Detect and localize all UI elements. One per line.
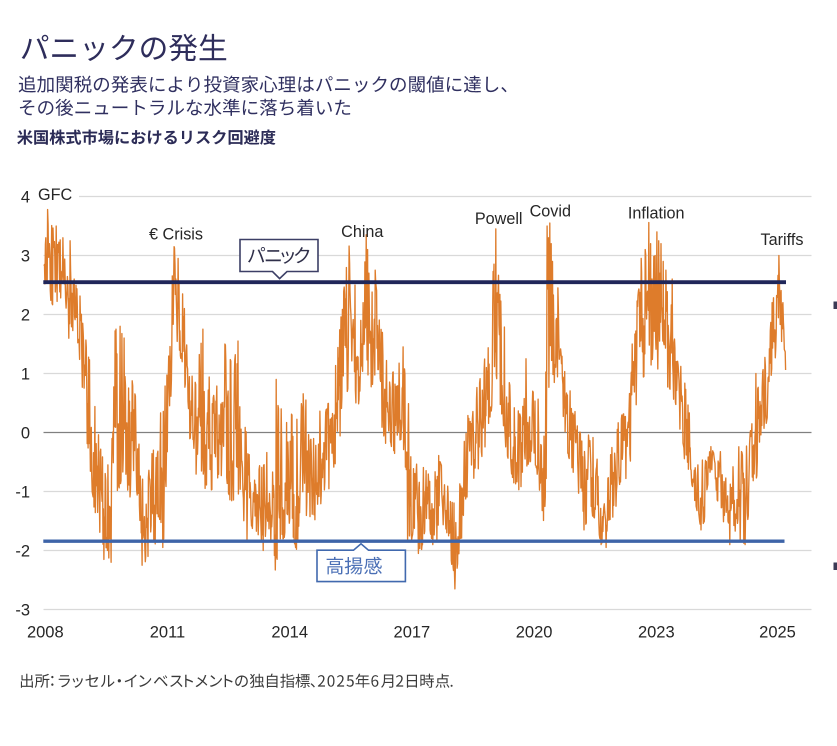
svg-text:€ Crisis: € Crisis — [149, 225, 203, 243]
svg-text:2023: 2023 — [638, 624, 675, 642]
svg-text:2: 2 — [21, 306, 30, 324]
svg-text:2020: 2020 — [516, 624, 553, 642]
svg-text:GFC: GFC — [38, 186, 72, 204]
svg-text:2017: 2017 — [394, 624, 431, 642]
svg-text:Powell: Powell — [475, 210, 523, 228]
svg-text:Inflation: Inflation — [628, 205, 685, 223]
svg-text:Tariffs: Tariffs — [761, 231, 804, 249]
svg-text:-3: -3 — [15, 601, 30, 619]
svg-text:2014: 2014 — [271, 624, 308, 642]
svg-text:1: 1 — [21, 365, 30, 383]
svg-text:3: 3 — [21, 247, 30, 265]
svg-text:Covid: Covid — [530, 203, 571, 221]
svg-text:-1: -1 — [15, 483, 30, 501]
svg-text:4: 4 — [21, 188, 30, 206]
svg-text:2025: 2025 — [759, 624, 796, 642]
svg-text:2011: 2011 — [150, 624, 185, 642]
svg-text:China: China — [341, 223, 383, 241]
svg-text:-2: -2 — [15, 542, 30, 560]
svg-text:2008: 2008 — [27, 624, 64, 642]
svg-text:0: 0 — [21, 424, 30, 442]
